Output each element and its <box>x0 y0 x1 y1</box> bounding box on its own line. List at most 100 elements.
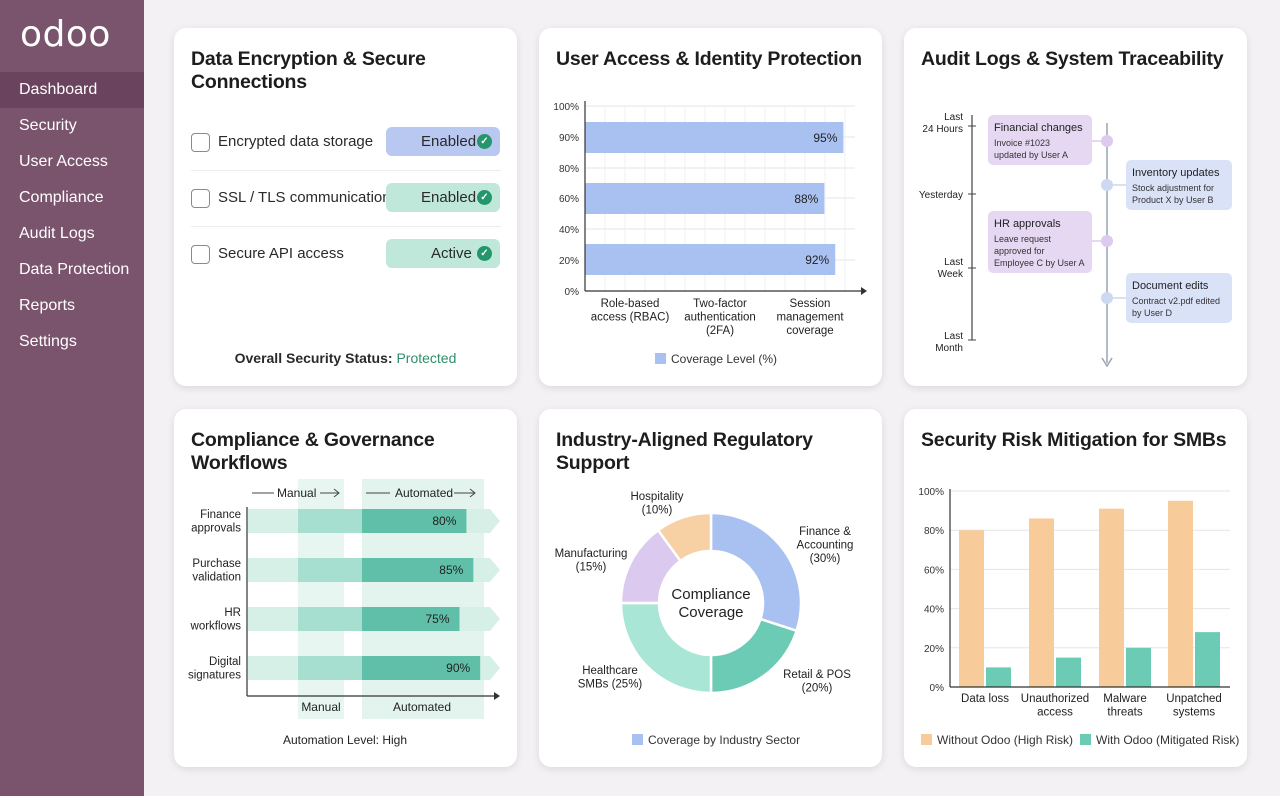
legend-swatch <box>632 734 643 745</box>
bar[interactable] <box>585 183 825 214</box>
risk-card-title: Security Risk Mitigation for SMBs <box>921 429 1227 451</box>
x-category-label: management <box>776 312 844 324</box>
x-category-label: Malware <box>1103 693 1146 705</box>
regulatory-donut-chart: Compliance Coverage Finance &Accounting(… <box>555 491 854 747</box>
status-badge: Enabled ✓ <box>386 183 500 212</box>
y-tick-label: 80% <box>924 526 944 537</box>
api-label: Secure API access <box>218 245 344 262</box>
event-box <box>988 115 1092 165</box>
x-category-label: threats <box>1107 707 1142 719</box>
legend-with-label: With Odoo (Mitigated Risk) <box>1096 733 1239 747</box>
automated-bar[interactable] <box>362 607 460 631</box>
encryption-row-api: Secure API access Active ✓ <box>191 235 501 291</box>
timeline-node <box>1101 135 1113 147</box>
y-tick-label: 0% <box>930 683 945 694</box>
access-chart: 0% 20% 40% 60% 80% 90% 100% 95% 88% 92% Role-bas… <box>553 101 867 366</box>
automated-bar[interactable] <box>362 558 474 582</box>
event-detail: Leave request <box>994 234 1052 244</box>
sidebar-item-user-access[interactable]: User Access <box>19 153 108 170</box>
y-tick-label: 100% <box>553 102 579 113</box>
timeline-node <box>1101 292 1113 304</box>
bar-with-odoo[interactable] <box>1056 657 1081 687</box>
x-category-label: authentication <box>684 312 756 324</box>
status-badge-text: Enabled <box>421 189 477 206</box>
bar-without-odoo[interactable] <box>1029 518 1054 687</box>
api-checkbox[interactable] <box>191 245 210 264</box>
audit-event-documents[interactable]: Document edits Contract v2.pdf edited by… <box>1126 273 1232 323</box>
check-circle-icon: ✓ <box>477 190 492 205</box>
encryption-row-storage: Encrypted data storage Enabled ✓ <box>191 123 501 179</box>
bar-without-odoo[interactable] <box>1168 500 1193 687</box>
encryption-title-line1: Data Encryption & Secure <box>191 48 426 70</box>
legend-swatch <box>655 353 666 364</box>
bar-value-label: 80% <box>432 514 456 528</box>
audit-event-inventory[interactable]: Inventory updates Stock adjustment for P… <box>1126 160 1232 210</box>
event-box <box>1126 160 1232 210</box>
ssl-checkbox[interactable] <box>191 189 210 208</box>
encryption-title-line2: Connections <box>191 71 307 93</box>
event-detail: approved for <box>994 246 1045 256</box>
donut-slice[interactable] <box>656 511 713 563</box>
donut-slice[interactable] <box>709 617 799 695</box>
event-detail: Contract v2.pdf edited <box>1132 296 1220 306</box>
x-category-label: access <box>1037 707 1073 719</box>
bar[interactable] <box>585 122 844 153</box>
risk-chart: 0% 20% 40% 60% 80% 100% Data loss Unauthorized… <box>918 487 1239 747</box>
user-access-card-title: User Access & Identity Protection <box>556 48 862 70</box>
event-detail: by User D <box>1132 308 1173 318</box>
divider <box>191 226 501 227</box>
row-label: Digital <box>209 656 241 668</box>
status-badge: Active ✓ <box>386 239 500 268</box>
y-tick-label: 40% <box>924 605 944 616</box>
row-label: Finance <box>200 509 241 521</box>
donut-slice[interactable] <box>709 511 803 633</box>
sidebar-item-data-protection[interactable]: Data Protection <box>19 261 130 278</box>
sidebar-item-security[interactable]: Security <box>19 117 77 134</box>
sidebar-item-reports[interactable]: Reports <box>19 297 76 314</box>
regulatory-card: Industry-Aligned Regulatory Support Comp… <box>539 409 882 767</box>
x-category-label: Unauthorized <box>1021 693 1089 705</box>
event-box <box>988 211 1092 273</box>
automated-bar[interactable] <box>362 509 467 533</box>
slice-label: (30%) <box>810 553 841 565</box>
donut-center-line2: Coverage <box>678 604 743 621</box>
timeline-node <box>1101 235 1113 247</box>
legend-without-label: Without Odoo (High Risk) <box>937 733 1073 747</box>
bar[interactable] <box>585 244 836 275</box>
y-tick-label: 60% <box>559 194 579 205</box>
sidebar-item-audit-logs[interactable]: Audit Logs <box>19 225 95 242</box>
row-label: validation <box>192 572 241 584</box>
audit-event-hr[interactable]: HR approvals Leave request approved for … <box>988 211 1092 273</box>
slice-label: SMBs (25%) <box>578 679 643 691</box>
bar-with-odoo[interactable] <box>986 667 1011 687</box>
ssl-label: SSL / TLS communication <box>218 189 391 206</box>
x-category-label: systems <box>1173 707 1215 719</box>
chevron-down-icon <box>1101 357 1113 368</box>
event-detail: Invoice #1023 <box>994 138 1050 148</box>
slice-label: (10%) <box>642 505 673 517</box>
audit-event-financial[interactable]: Financial changes Invoice #1023 updated … <box>988 115 1092 165</box>
bar-without-odoo[interactable] <box>1099 508 1124 687</box>
bar-without-odoo[interactable] <box>959 530 984 687</box>
automated-bar[interactable] <box>362 656 481 680</box>
y-tick-label: 20% <box>559 256 579 267</box>
sidebar-item-settings[interactable]: Settings <box>19 333 77 350</box>
x-category-label: Role-based <box>601 298 660 310</box>
axis-label: Last <box>944 112 963 123</box>
x-category-label: Two-factor <box>693 298 747 310</box>
row-label: signatures <box>188 670 241 682</box>
workflows-chart: Manual Automated 80% Finance approvals 85% P… <box>188 479 500 747</box>
x-axis-arrow-icon <box>494 692 500 700</box>
storage-checkbox[interactable] <box>191 133 210 152</box>
y-tick-label: 90% <box>559 133 579 144</box>
encryption-row-ssl: SSL / TLS communication Enabled ✓ <box>191 179 501 235</box>
odoo-logo[interactable]: odoo <box>20 14 111 55</box>
arrow-right-icon <box>333 488 340 498</box>
sidebar-item-dashboard[interactable]: Dashboard <box>0 72 144 108</box>
bar-with-odoo[interactable] <box>1126 647 1151 687</box>
bar-with-odoo[interactable] <box>1195 632 1220 687</box>
overall-security-status: Overall Security Status: Protected <box>174 350 517 366</box>
slice-label: Retail & POS <box>783 669 851 681</box>
sidebar-item-compliance[interactable]: Compliance <box>19 189 104 206</box>
status-badge: Enabled ✓ <box>386 127 500 156</box>
